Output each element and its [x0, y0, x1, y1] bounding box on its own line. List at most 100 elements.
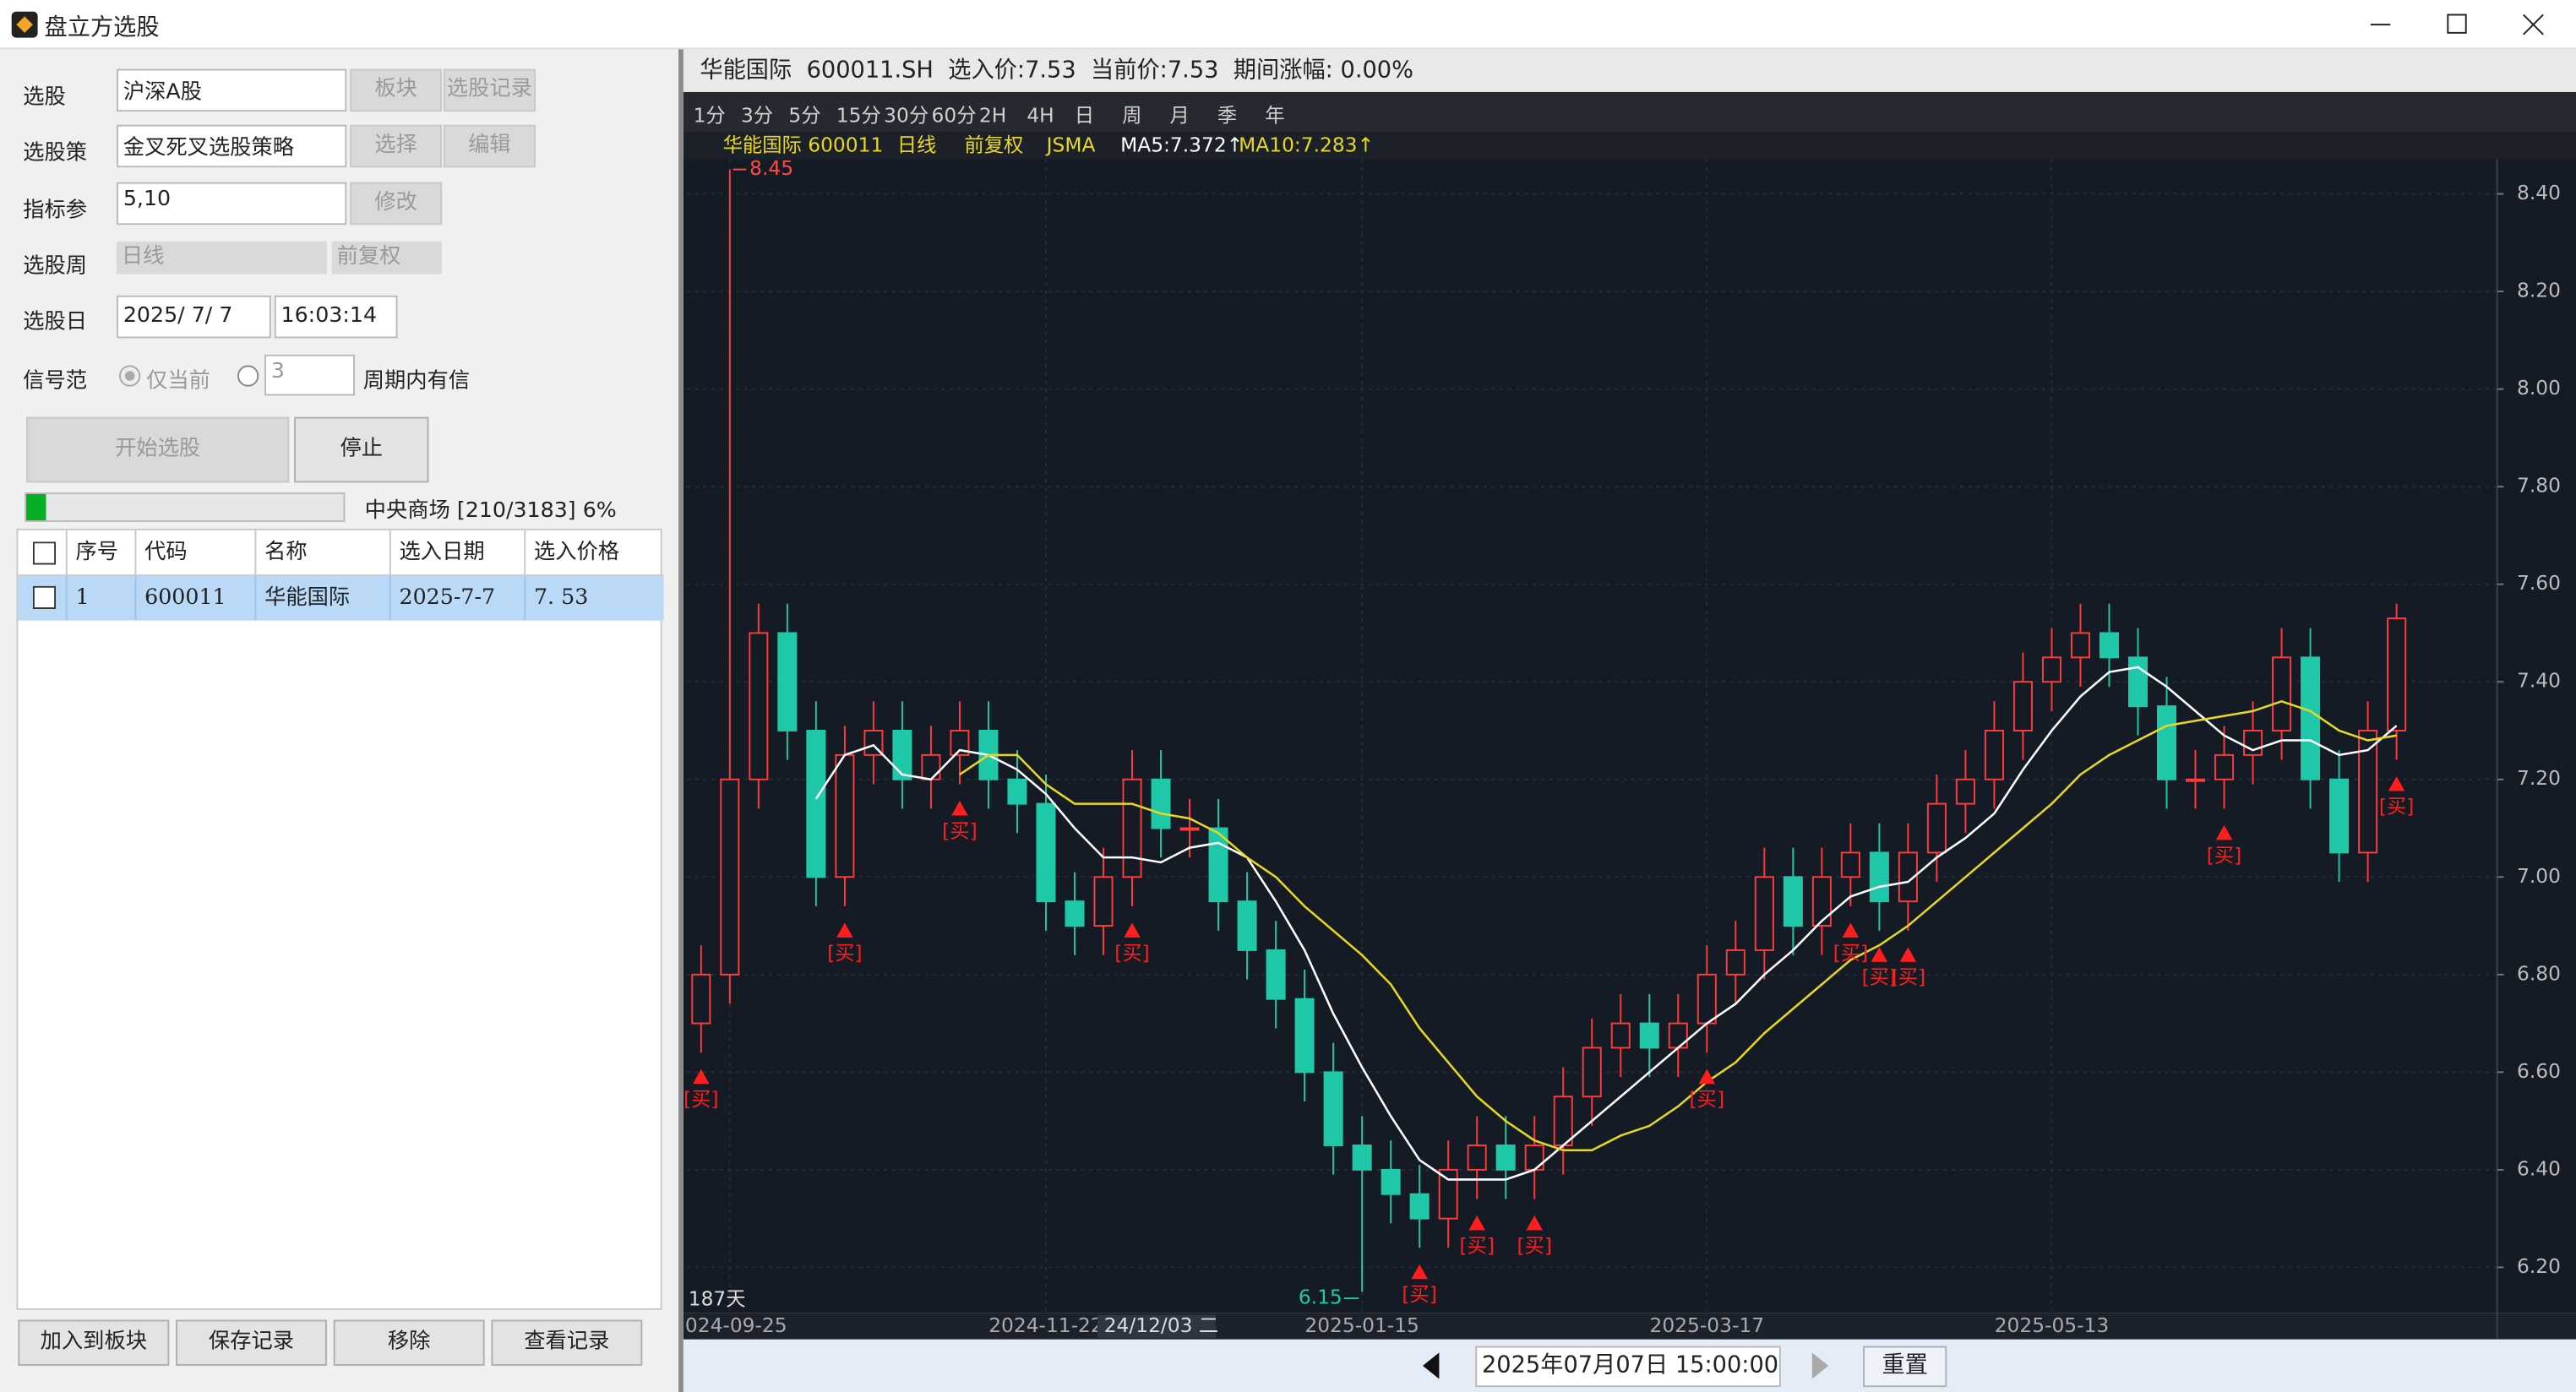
start-button[interactable]: 开始选股: [26, 416, 290, 483]
timeframe-button[interactable]: 4H: [1027, 104, 1054, 127]
buy-marker: [2388, 776, 2405, 791]
sector-button[interactable]: 板块: [350, 68, 443, 112]
field-label: 选股: [23, 85, 66, 111]
ma-line: [959, 699, 2397, 1152]
edit-button[interactable]: 编辑: [444, 124, 536, 168]
ma-line: [814, 666, 2398, 1181]
candle-body: [1352, 1145, 1372, 1171]
progress-fill: [26, 493, 46, 521]
buy-marker: [1411, 1264, 1428, 1280]
x-axis-background: [683, 1313, 2576, 1340]
field-label: 选股日: [23, 310, 88, 335]
candle-body: [1639, 1022, 1659, 1049]
timeframe-button[interactable]: 日: [1075, 104, 1094, 127]
buy-label: [买]: [1402, 1283, 1437, 1306]
reset-button[interactable]: 重置: [1863, 1346, 1947, 1388]
buy-marker: [1842, 922, 1860, 938]
history-button[interactable]: 选股记录: [444, 68, 536, 112]
radio-current[interactable]: [118, 364, 141, 387]
buy-marker: [1698, 1068, 1716, 1085]
candle-body: [2127, 656, 2148, 708]
min-label: 6.15: [1299, 1286, 1342, 1309]
cycles-input[interactable]: 3: [264, 354, 356, 396]
table-row[interactable]: [18, 576, 664, 621]
strategy-input[interactable]: 金叉死叉选股策略: [117, 124, 347, 168]
timeframe-button[interactable]: 年: [1265, 104, 1284, 127]
buy-label: [买]: [1459, 1234, 1495, 1257]
buy-label: [买]: [942, 819, 978, 842]
timeframe-button[interactable]: 1分: [694, 104, 726, 127]
y-tick-label: 6.60: [2517, 1060, 2561, 1083]
save-button[interactable]: 保存记录: [176, 1319, 327, 1366]
chart-header: 华能国际 600011.SH 选入价:7.53 当前价:7.53 期间涨幅: 0…: [683, 49, 2576, 92]
candle-body: [2156, 705, 2177, 780]
add-sector-button[interactable]: 加入到板块: [18, 1319, 170, 1366]
candle-body: [1323, 1071, 1343, 1146]
buy-label: [买]: [1891, 966, 1926, 989]
datetime-input[interactable]: 2025年07月07日 15:00:00: [1475, 1346, 1781, 1388]
candle-body: [720, 778, 740, 976]
x-tick-label: 2025-01-15: [1304, 1314, 1419, 1337]
cursor-label: 24/12/03 二: [1104, 1314, 1218, 1337]
candle-body: [1381, 1168, 1401, 1195]
candle-body: [1266, 949, 1286, 1000]
timeframe-button[interactable]: 2H: [979, 104, 1006, 127]
column-header[interactable]: 名称: [256, 530, 391, 577]
buy-label: [买]: [1862, 966, 1898, 989]
field-label: 选股周: [23, 254, 88, 280]
candle-body: [1840, 851, 1860, 878]
legend-entry: MA10:7.283↑: [1239, 133, 1374, 156]
window-controls[interactable]: [2350, 0, 2576, 49]
x-tick-label: 2025-03-17: [1650, 1314, 1765, 1337]
modify-button[interactable]: 修改: [350, 182, 443, 226]
candle-body: [1696, 973, 1717, 1025]
adjust-select[interactable]: 前复权: [331, 241, 443, 275]
time-input[interactable]: 16:03:14: [274, 295, 398, 339]
candle-body: [892, 729, 912, 780]
row-checkbox-cell: [18, 576, 68, 621]
market-input[interactable]: 沪深A股: [117, 68, 347, 112]
checkbox[interactable]: [32, 541, 57, 565]
candle-body: [1438, 1168, 1458, 1220]
candle-body: [921, 753, 941, 780]
candle-body: [1495, 1145, 1516, 1171]
params-input[interactable]: 5,10: [117, 182, 347, 226]
column-header[interactable]: 选入价格: [533, 540, 620, 565]
timeframe-button[interactable]: 60分: [932, 104, 977, 127]
buy-marker: [1526, 1215, 1543, 1231]
prev-button[interactable]: [1419, 1351, 1442, 1380]
timeframe-button[interactable]: 周: [1122, 104, 1141, 127]
column-header[interactable]: 序号: [68, 530, 137, 577]
buy-label: [买]: [2207, 844, 2242, 867]
splitter[interactable]: [678, 49, 683, 1392]
timeframe-button[interactable]: 3分: [741, 104, 773, 127]
candle-body: [2041, 656, 2061, 683]
candle-body: [1668, 1022, 1688, 1049]
candle-body: [1984, 729, 2004, 780]
radio-within[interactable]: [237, 364, 259, 387]
timeframe-button[interactable]: 季: [1217, 104, 1237, 127]
date-input[interactable]: 2025/ 7/ 7: [117, 295, 271, 339]
period-select[interactable]: 日线: [117, 241, 327, 275]
chart-title: 华能国际 600011: [723, 133, 884, 156]
indicator-bar: [683, 131, 2576, 160]
candle-body: [2186, 778, 2206, 782]
timeframe-button[interactable]: 5分: [788, 104, 820, 127]
column-header[interactable]: 选入日期: [391, 530, 526, 577]
view-button[interactable]: 查看记录: [491, 1319, 643, 1366]
column-header[interactable]: 代码: [136, 530, 257, 577]
timeframe-button[interactable]: 30分: [884, 104, 929, 127]
timeframe-button[interactable]: 15分: [836, 104, 881, 127]
table-header: [18, 530, 664, 577]
select-button[interactable]: 选择: [350, 124, 443, 168]
next-button[interactable]: [1809, 1351, 1832, 1380]
checkbox[interactable]: [32, 585, 57, 610]
header-checkbox-cell: [18, 530, 68, 577]
remove-button[interactable]: 移除: [333, 1319, 485, 1366]
buy-marker: [1871, 947, 1888, 962]
cursor-label-bg: [1097, 1314, 1216, 1338]
stop-button[interactable]: 停止: [294, 416, 429, 483]
timeframe-button[interactable]: 月: [1169, 104, 1189, 127]
candle-body: [2099, 632, 2120, 659]
candle-body: [2329, 778, 2350, 854]
